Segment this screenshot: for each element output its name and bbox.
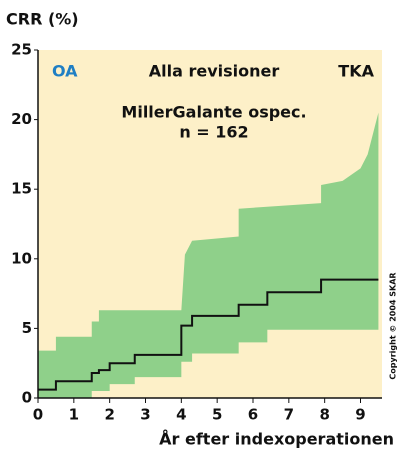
- x-tick-label: 2: [104, 406, 114, 424]
- crr-line: [38, 278, 379, 391]
- y-tick-label: 5: [22, 319, 32, 337]
- y-axis-label: CRR (%): [6, 10, 79, 29]
- confidence-band: [38, 112, 379, 398]
- x-tick-label: 6: [248, 406, 258, 424]
- annotation-center: Alla revisioner: [149, 62, 280, 81]
- y-tick-label: 25: [11, 41, 32, 59]
- x-tick-label: 9: [355, 406, 365, 424]
- x-tick-label: 8: [319, 406, 329, 424]
- x-tick-label: 7: [284, 406, 294, 424]
- annotation-oa: OA: [52, 62, 78, 81]
- x-axis-label: År efter indexoperationen: [159, 430, 394, 449]
- y-tick-label: 20: [11, 110, 32, 128]
- y-tick-label: 0: [22, 389, 32, 407]
- sample-size: n = 162: [179, 123, 248, 142]
- y-tick-label: 15: [11, 180, 32, 198]
- copyright: Copyright © 2004 SKAR: [389, 272, 398, 379]
- x-tick-label: 5: [212, 406, 222, 424]
- y-tick-label: 10: [11, 249, 32, 267]
- annotation-right: TKA: [338, 62, 374, 81]
- x-tick-label: 4: [176, 406, 186, 424]
- subtitle: MillerGalante ospec.: [121, 103, 306, 122]
- x-tick-label: 3: [140, 406, 150, 424]
- x-tick-label: 1: [69, 406, 79, 424]
- x-tick-label: 0: [33, 406, 43, 424]
